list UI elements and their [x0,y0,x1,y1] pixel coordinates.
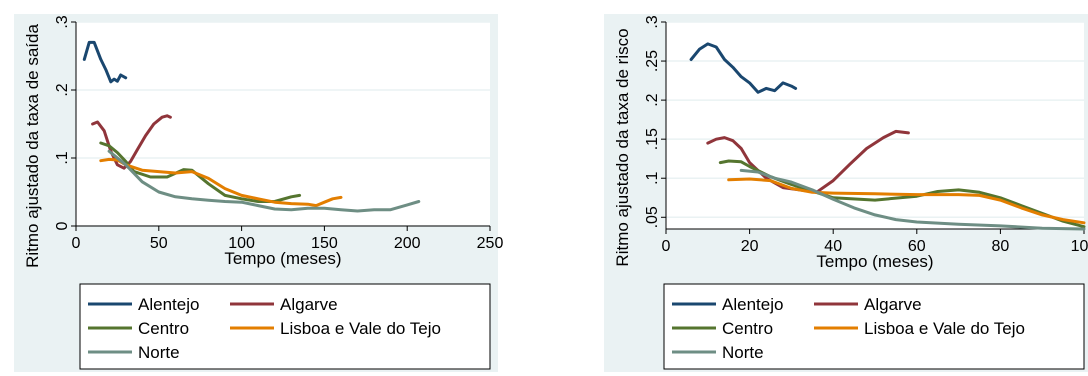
y-tick-label: .2 [644,93,661,106]
legend-label: Algarve [280,295,338,314]
x-axis-title: Tempo (meses) [816,252,933,271]
line-chart-risk-rate: .05 .1 .15 .2 .25 .3 0 20 40 60 80 100 Tempo (meses)… [613,15,1088,370]
y-tick-label: .3 [54,15,71,28]
chart-panel-right: .05 .1 .15 .2 .25 .3 0 20 40 60 80 100 Tempo (meses)… [604,14,1088,372]
series-line-centro [718,159,1086,229]
x-tick-label: 50 [150,235,168,252]
legend-label: Alentejo [138,295,199,314]
y-tick-label: .25 [644,50,661,72]
series-line-norte [739,168,1086,231]
x-tick-label: 150 [311,235,338,252]
plot-area [76,22,490,226]
legend-label: Lisboa e Vale do Tejo [864,319,1025,338]
legend-box [663,283,1085,370]
y-tick-label: 0 [54,221,71,230]
x-tick-label: 200 [394,235,421,252]
series-line-alentejo [689,42,798,94]
y-tick-label: .1 [644,171,661,184]
y-tick-label: .15 [644,128,661,150]
series-line-norte [107,149,421,213]
y-axis-title: Ritmo ajustado da taxa de saída [23,24,42,268]
plot-area [666,22,1084,229]
y-tick-label: .1 [54,151,71,164]
chart-panel-left: 0 .1 .2 .3 0 50 100 150 200 250 Tempo (meses) Ritmo… [14,14,503,372]
legend-label: Norte [138,343,180,362]
legend-label: Centro [722,319,773,338]
series-line-alentejo [82,40,128,84]
legend-label: Norte [722,343,764,362]
x-tick-label: 100 [1071,238,1088,255]
legend-label: Centro [138,319,189,338]
legend-label: Algarve [864,295,922,314]
y-axis-title: Ritmo ajustado da taxa de risco [613,28,632,266]
x-tick-label: 0 [662,238,671,255]
y-tick-label: .05 [644,206,661,228]
x-tick-label: 20 [741,238,759,255]
x-tick-label: 60 [908,238,926,255]
y-tick-label: .2 [54,83,71,96]
x-tick-label: 100 [228,235,255,252]
line-chart-exit-rate: 0 .1 .2 .3 0 50 100 150 200 250 Tempo (meses) Ritmo… [23,15,503,370]
legend-label: Alentejo [722,295,783,314]
x-tick-label: 250 [477,235,504,252]
x-tick-label: 80 [992,238,1010,255]
x-tick-label: 0 [72,235,81,252]
series-line-algarve [91,114,172,170]
legend-label: Lisboa e Vale do Tejo [280,319,441,338]
y-tick-label: .3 [644,15,661,28]
legend-box [79,283,491,370]
x-tick-label: 40 [824,238,842,255]
x-axis-title: Tempo (meses) [224,249,341,268]
series-line-lisboa-e-vale-do-tejo [727,177,1086,225]
